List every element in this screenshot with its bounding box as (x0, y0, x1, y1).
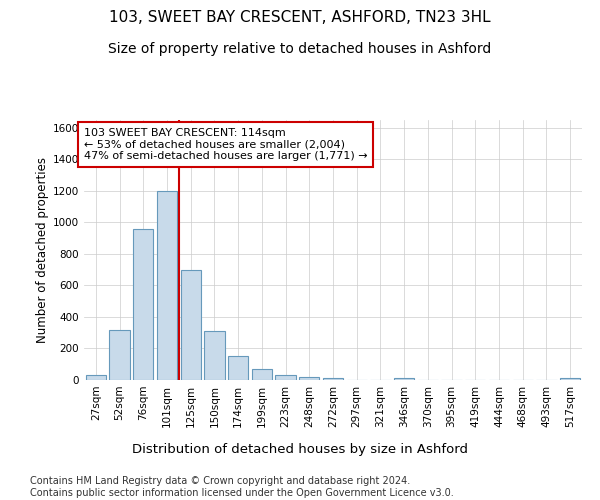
Bar (86, 376, 106, 380)
Bar (109, 330, 130, 380)
Text: Contains HM Land Registry data © Crown copyright and database right 2024.
Contai: Contains HM Land Registry data © Crown c… (30, 476, 454, 498)
Text: 103 SWEET BAY CRESCENT: 114sqm
← 53% of detached houses are smaller (2,004)
47% : 103 SWEET BAY CRESCENT: 114sqm ← 53% of … (84, 128, 368, 161)
Y-axis label: Number of detached properties: Number of detached properties (36, 157, 49, 343)
Bar (299, 377, 319, 380)
Text: Distribution of detached houses by size in Ashford: Distribution of detached houses by size … (132, 442, 468, 456)
Bar (228, 356, 248, 380)
Bar (323, 378, 343, 380)
Bar (181, 270, 201, 380)
Bar (157, 191, 177, 380)
Text: Size of property relative to detached houses in Ashford: Size of property relative to detached ho… (109, 42, 491, 56)
Bar (275, 376, 296, 380)
Text: 103, SWEET BAY CRESCENT, ASHFORD, TN23 3HL: 103, SWEET BAY CRESCENT, ASHFORD, TN23 3… (109, 10, 491, 25)
Bar (205, 331, 224, 380)
Bar (133, 228, 154, 380)
Bar (252, 369, 272, 380)
Bar (394, 378, 414, 380)
Bar (560, 378, 580, 380)
